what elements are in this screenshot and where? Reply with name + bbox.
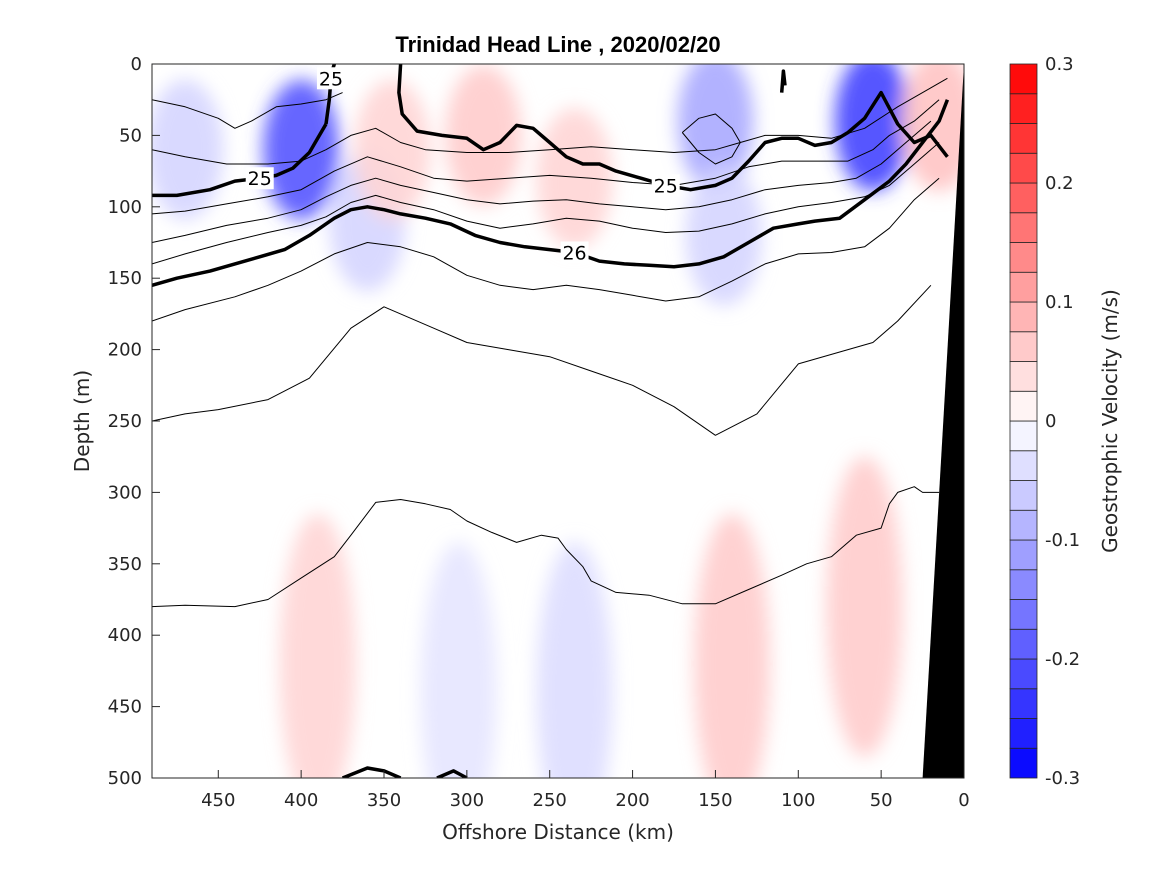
bold-isopycnal-3	[779, 69, 787, 93]
colorbar-bin-18	[1009, 212, 1038, 243]
colorbar-tick-label-3: 0	[1045, 411, 1056, 432]
x-tick-label-9: 0	[958, 790, 969, 811]
colorbar-bin-10	[1009, 450, 1038, 481]
x-tick-label-4: 250	[533, 790, 567, 811]
y-tick-label-0: 0	[131, 54, 142, 75]
colorbar-bin-16	[1009, 271, 1038, 303]
colorbar-tick-label-2: 0.1	[1045, 292, 1074, 313]
contour-label-2: 25	[654, 175, 678, 197]
x-tick-label-8: 50	[870, 790, 893, 811]
x-tick-label-5: 200	[615, 790, 649, 811]
colorbar-bin-11	[1009, 420, 1038, 452]
y-tick-label-5: 250	[108, 411, 142, 432]
y-axis-label: Depth (m)	[70, 370, 94, 472]
x-tick-label-6: 150	[698, 790, 732, 811]
contour-label-4: 26	[562, 242, 586, 264]
colorbar-bin-2	[1009, 688, 1038, 719]
y-tick-label-10: 500	[108, 768, 142, 789]
chart-title: Trinidad Head Line , 2020/02/20	[395, 32, 720, 57]
colorbar-bin-19	[1009, 182, 1038, 214]
colorbar-tick-label-5: -0.2	[1045, 649, 1080, 670]
colorbar-bin-17	[1009, 242, 1038, 273]
isopycnal-11	[152, 142, 940, 265]
y-tick-label-8: 400	[108, 625, 142, 646]
colorbar-bin-4	[1009, 628, 1038, 660]
colorbar-bin-8	[1009, 509, 1038, 541]
velocity-patch-3	[354, 79, 431, 220]
colorbar-bin-22	[1009, 93, 1038, 124]
y-tick-label-1: 50	[119, 125, 142, 146]
colorbar-bin-7	[1009, 539, 1038, 571]
colorbar-bin-6	[1009, 569, 1038, 600]
contour-label-bg-2	[651, 174, 680, 197]
x-tick-label-2: 350	[367, 790, 401, 811]
x-axis-ticks: 450 400 350 300 250 200 150 100 50 0	[201, 770, 970, 811]
velocity-patch-4	[445, 65, 522, 206]
x-tick-label-3: 300	[450, 790, 484, 811]
x-axis-label: Offshore Distance (km)	[442, 820, 674, 844]
colorbar	[1009, 63, 1038, 779]
y-axis-ticks: 0 50 100 150 200 250 300 350 400 450 500	[108, 54, 160, 789]
colorbar-tick-label-4: -0.1	[1045, 530, 1080, 551]
bold-isopycnal-5	[341, 766, 402, 778]
colorbar-bin-9	[1009, 480, 1038, 511]
x-tick-label-1: 400	[284, 790, 318, 811]
contour-label-bg-1	[316, 67, 345, 90]
y-tick-label-6: 300	[108, 482, 142, 503]
colorbar-bin-12	[1009, 390, 1038, 422]
contour-label-bg-4	[560, 241, 589, 264]
x-tick-label-7: 100	[781, 790, 815, 811]
isopycnal-15	[681, 113, 741, 165]
velocity-patch-5	[536, 108, 613, 249]
colorbar-bin-1	[1009, 718, 1038, 749]
colorbar-bin-0	[1009, 747, 1038, 779]
isopycnal-13	[152, 284, 932, 436]
colorbar-bin-5	[1009, 599, 1038, 630]
colorbar-ticks: 0.3 0.2 0.1 0 -0.1 -0.2 -0.3	[1045, 54, 1080, 789]
velocity-patch-12	[536, 542, 613, 778]
colorbar-bin-15	[1009, 301, 1038, 333]
isopycnal-14	[152, 486, 940, 608]
colorbar-bin-3	[1009, 658, 1038, 690]
colorbar-tick-label-6: -0.3	[1045, 768, 1080, 789]
contour-label-bg-0	[245, 167, 274, 190]
colorbar-tick-label-1: 0.2	[1045, 173, 1074, 194]
y-tick-label-9: 450	[108, 697, 142, 718]
colorbar-label: Geostrophic Velocity (m/s)	[1098, 289, 1122, 553]
axes-frame	[151, 63, 965, 779]
x-tick-label-0: 450	[201, 790, 235, 811]
velocity-patch-10	[279, 513, 356, 778]
velocity-field	[152, 64, 964, 778]
bold-isopycnal-6	[436, 769, 468, 778]
colorbar-bin-20	[1009, 152, 1038, 184]
contour-label-1: 25	[319, 68, 343, 90]
colorbar-bin-21	[1009, 123, 1038, 154]
colorbar-tick-label-0: 0.3	[1045, 54, 1074, 75]
y-tick-label-4: 200	[108, 340, 142, 361]
isopycnal-8	[152, 77, 948, 165]
velocity-patch-0	[152, 79, 224, 220]
velocity-patch-6	[677, 64, 754, 192]
contour-labels: 25 25 25 26	[245, 67, 680, 264]
colorbar-bin-23	[1009, 63, 1038, 95]
isopycnal-12	[152, 177, 940, 322]
velocity-patch-8	[834, 64, 911, 192]
isopycnal-7	[152, 92, 343, 129]
contour-label-0: 25	[248, 168, 272, 190]
bathymetry-shelf	[922, 64, 964, 778]
isopycnal-10	[152, 120, 932, 243]
y-tick-label-3: 150	[108, 268, 142, 289]
velocity-patch-11	[420, 542, 497, 778]
velocity-patch-13	[694, 513, 770, 778]
colorbar-bin-13	[1009, 361, 1038, 392]
velocity-patch-1	[263, 79, 340, 220]
velocity-patch-14	[826, 456, 903, 757]
y-tick-label-7: 350	[108, 554, 142, 575]
isopycnal-9	[152, 99, 940, 215]
y-tick-label-2: 100	[108, 197, 142, 218]
velocity-patch-7	[685, 165, 762, 306]
colorbar-bin-14	[1009, 331, 1038, 362]
